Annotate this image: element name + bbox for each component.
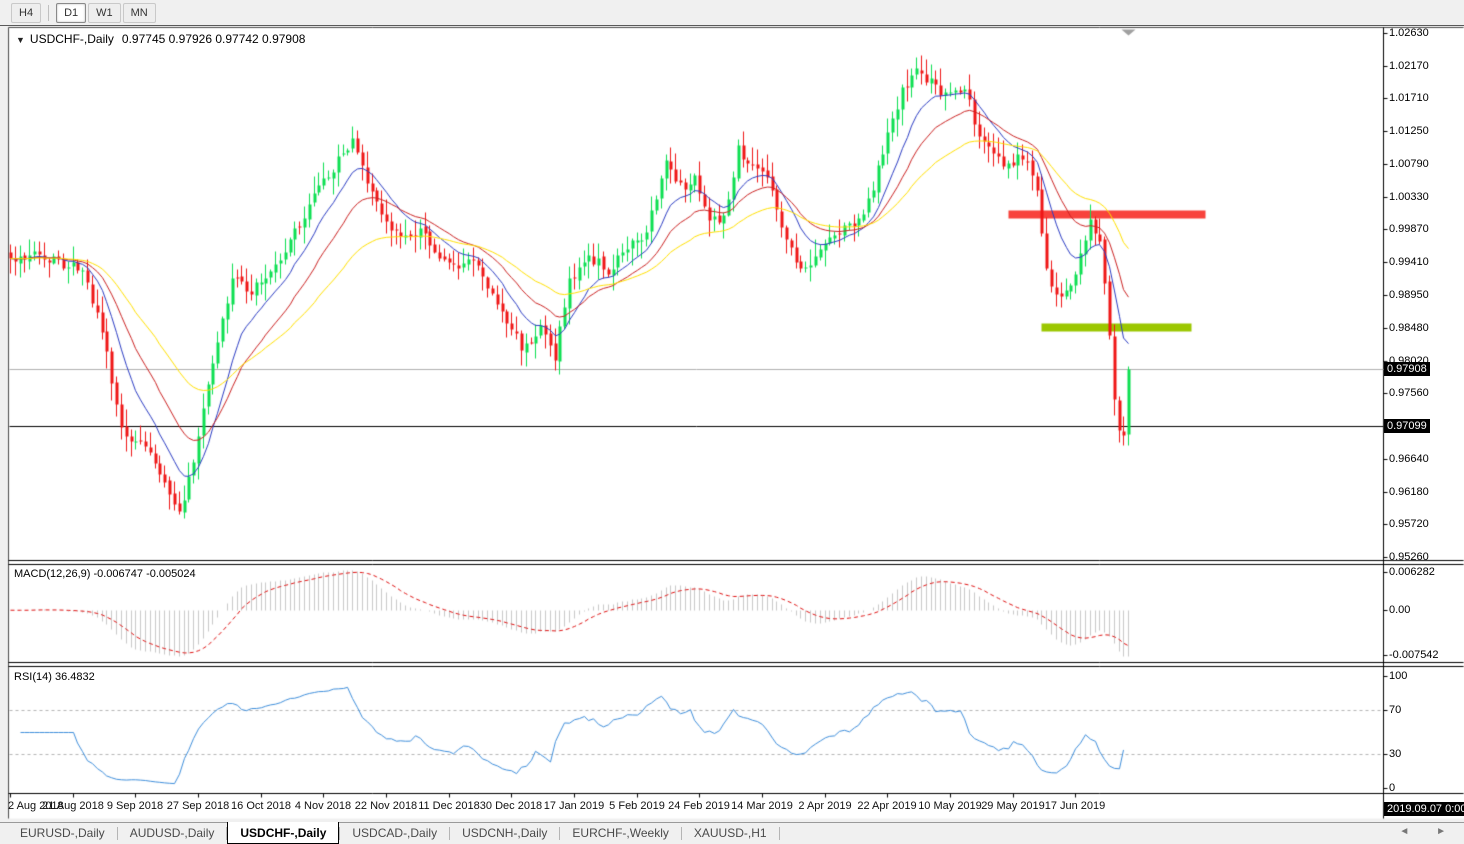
date-label: 14 Mar 2019 [731, 800, 793, 812]
chart-tab-usdcad[interactable]: USDCAD-,Daily [352, 826, 438, 840]
date-label: 11 Dec 2018 [418, 800, 480, 812]
macd-tick-label: 0.006282 [1389, 566, 1435, 578]
rsi-tick-label: 70 [1389, 704, 1402, 716]
timeframe-button-d1[interactable]: D1 [56, 2, 87, 23]
symbol-label: USDCHF-,Daily [29, 32, 114, 46]
price-tick-label: 0.96180 [1389, 486, 1429, 498]
tab-divider [778, 827, 780, 840]
date-label: 5 Feb 2019 [609, 800, 665, 812]
price-tick-label: 0.98950 [1389, 289, 1429, 301]
date-label: 27 Sep 2018 [166, 800, 230, 812]
tab-divider [680, 827, 682, 840]
date-label: 22 Nov 2018 [354, 800, 418, 812]
date-label: 2 Aug 2018 [8, 800, 64, 812]
price-badge: 0.97908 [1384, 362, 1430, 376]
chevron-down-icon[interactable]: ▼ [16, 35, 25, 45]
rsi-tick-label: 100 [1389, 670, 1408, 682]
date-label: 22 Apr 2019 [857, 800, 917, 812]
chart-tab-usdchf[interactable]: USDCHF-,Daily [227, 822, 340, 844]
price-tick-label: 0.95720 [1389, 518, 1429, 530]
timeframe-button-h4[interactable]: H4 [11, 2, 42, 23]
price-tick-label: 1.02630 [1389, 27, 1429, 39]
tab-divider [116, 827, 118, 840]
tab-divider [449, 827, 451, 840]
current-time-badge: 2019.09.07 0:00 [1384, 802, 1464, 816]
timeframe-button-mn[interactable]: MN [122, 2, 156, 23]
macd-tick-label: 0.00 [1389, 604, 1411, 616]
date-label: 10 May 2019 [918, 800, 982, 812]
chart-tab-usdcnh[interactable]: USDCNH-,Daily [462, 826, 548, 840]
price-tick-label: 1.01710 [1389, 92, 1429, 104]
price-tick-label: 0.95260 [1389, 551, 1429, 563]
price-tick-label: 0.96640 [1389, 453, 1429, 465]
price-tick-label: 0.97560 [1389, 387, 1429, 399]
date-label: 9 Sep 2018 [106, 800, 164, 812]
price-tick-label: 1.02170 [1389, 60, 1429, 72]
rsi-indicator-label: RSI(14) 36.4832 [14, 671, 95, 683]
chart-tab-audusd[interactable]: AUDUSD-,Daily [129, 826, 215, 840]
price-tick-label: 1.00330 [1389, 191, 1429, 203]
date-label: 2 Apr 2019 [798, 800, 852, 812]
price-tick-label: 0.99870 [1389, 223, 1429, 235]
date-label: 16 Oct 2018 [231, 800, 291, 812]
tab-divider [339, 827, 341, 840]
ohlc-values: 0.97745 0.97926 0.97742 0.97908 [121, 32, 306, 46]
price-tick-label: 0.99410 [1389, 256, 1429, 268]
chart-title: ▼ USDCHF-,Daily 0.97745 0.97926 0.97742 0.… [16, 32, 305, 46]
date-label: 29 May 2019 [981, 800, 1045, 812]
macd-tick-label: -0.007542 [1389, 649, 1439, 661]
timeframe-button-w1[interactable]: W1 [88, 2, 121, 23]
date-label: 30 Dec 2018 [479, 800, 543, 812]
tab-scroll-arrows[interactable]: ◄ ► [1399, 826, 1458, 837]
tab-divider [559, 827, 561, 840]
date-label: 24 Feb 2019 [668, 800, 730, 812]
price-tick-label: 1.01250 [1389, 125, 1429, 137]
price-badge: 0.97099 [1384, 419, 1430, 433]
date-label: 17 Jun 2019 [1044, 800, 1106, 812]
chart-tab-xauusd[interactable]: XAUUSD-,H1 [693, 826, 767, 840]
chart-tab-eurusd[interactable]: EURUSD-,Daily [20, 826, 105, 840]
price-tick-label: 0.98480 [1389, 322, 1429, 334]
chart-tab-eurchf[interactable]: EURCHF-,Weekly [572, 826, 669, 840]
timeframe-toolbar: H4 D1 W1 MN [0, 0, 1464, 26]
date-label: 21 Aug 2018 [42, 800, 104, 812]
macd-indicator-label: MACD(12,26,9) -0.006747 -0.005024 [14, 568, 196, 580]
date-label: 17 Jan 2019 [543, 800, 605, 812]
tab-divider [226, 827, 228, 840]
price-tick-label: 1.00790 [1389, 158, 1429, 170]
toolbar-divider [48, 4, 50, 21]
chart-tab-bar: EURUSD-,Daily AUDUSD-,Daily USDCHF-,Daily U… [0, 822, 1464, 844]
rsi-tick-label: 30 [1389, 748, 1402, 760]
date-label: 4 Nov 2018 [294, 800, 352, 812]
rsi-tick-label: 0 [1389, 782, 1396, 794]
